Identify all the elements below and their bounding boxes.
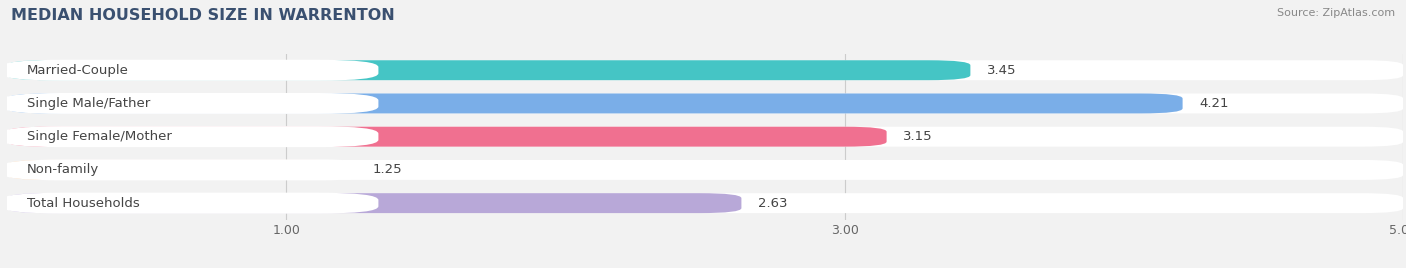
FancyBboxPatch shape <box>7 127 1403 147</box>
Text: 3.15: 3.15 <box>904 130 934 143</box>
FancyBboxPatch shape <box>1 126 378 147</box>
FancyBboxPatch shape <box>1 159 378 180</box>
Text: Single Male/Father: Single Male/Father <box>27 97 150 110</box>
FancyBboxPatch shape <box>7 193 741 213</box>
FancyBboxPatch shape <box>7 193 1403 213</box>
Text: 2.63: 2.63 <box>758 197 787 210</box>
FancyBboxPatch shape <box>1 60 378 81</box>
FancyBboxPatch shape <box>7 160 356 180</box>
Text: Single Female/Mother: Single Female/Mother <box>27 130 172 143</box>
FancyBboxPatch shape <box>7 94 1182 113</box>
Text: Non-family: Non-family <box>27 163 98 176</box>
FancyBboxPatch shape <box>7 60 1403 80</box>
Text: 1.25: 1.25 <box>373 163 402 176</box>
FancyBboxPatch shape <box>7 160 1403 180</box>
FancyBboxPatch shape <box>7 60 970 80</box>
FancyBboxPatch shape <box>1 193 378 214</box>
FancyBboxPatch shape <box>7 94 1403 113</box>
Text: Source: ZipAtlas.com: Source: ZipAtlas.com <box>1277 8 1395 18</box>
FancyBboxPatch shape <box>1 93 378 114</box>
Text: Total Households: Total Households <box>27 197 139 210</box>
Text: Married-Couple: Married-Couple <box>27 64 128 77</box>
Text: 3.45: 3.45 <box>987 64 1017 77</box>
Text: 4.21: 4.21 <box>1199 97 1229 110</box>
Text: MEDIAN HOUSEHOLD SIZE IN WARRENTON: MEDIAN HOUSEHOLD SIZE IN WARRENTON <box>11 8 395 23</box>
FancyBboxPatch shape <box>7 127 887 147</box>
